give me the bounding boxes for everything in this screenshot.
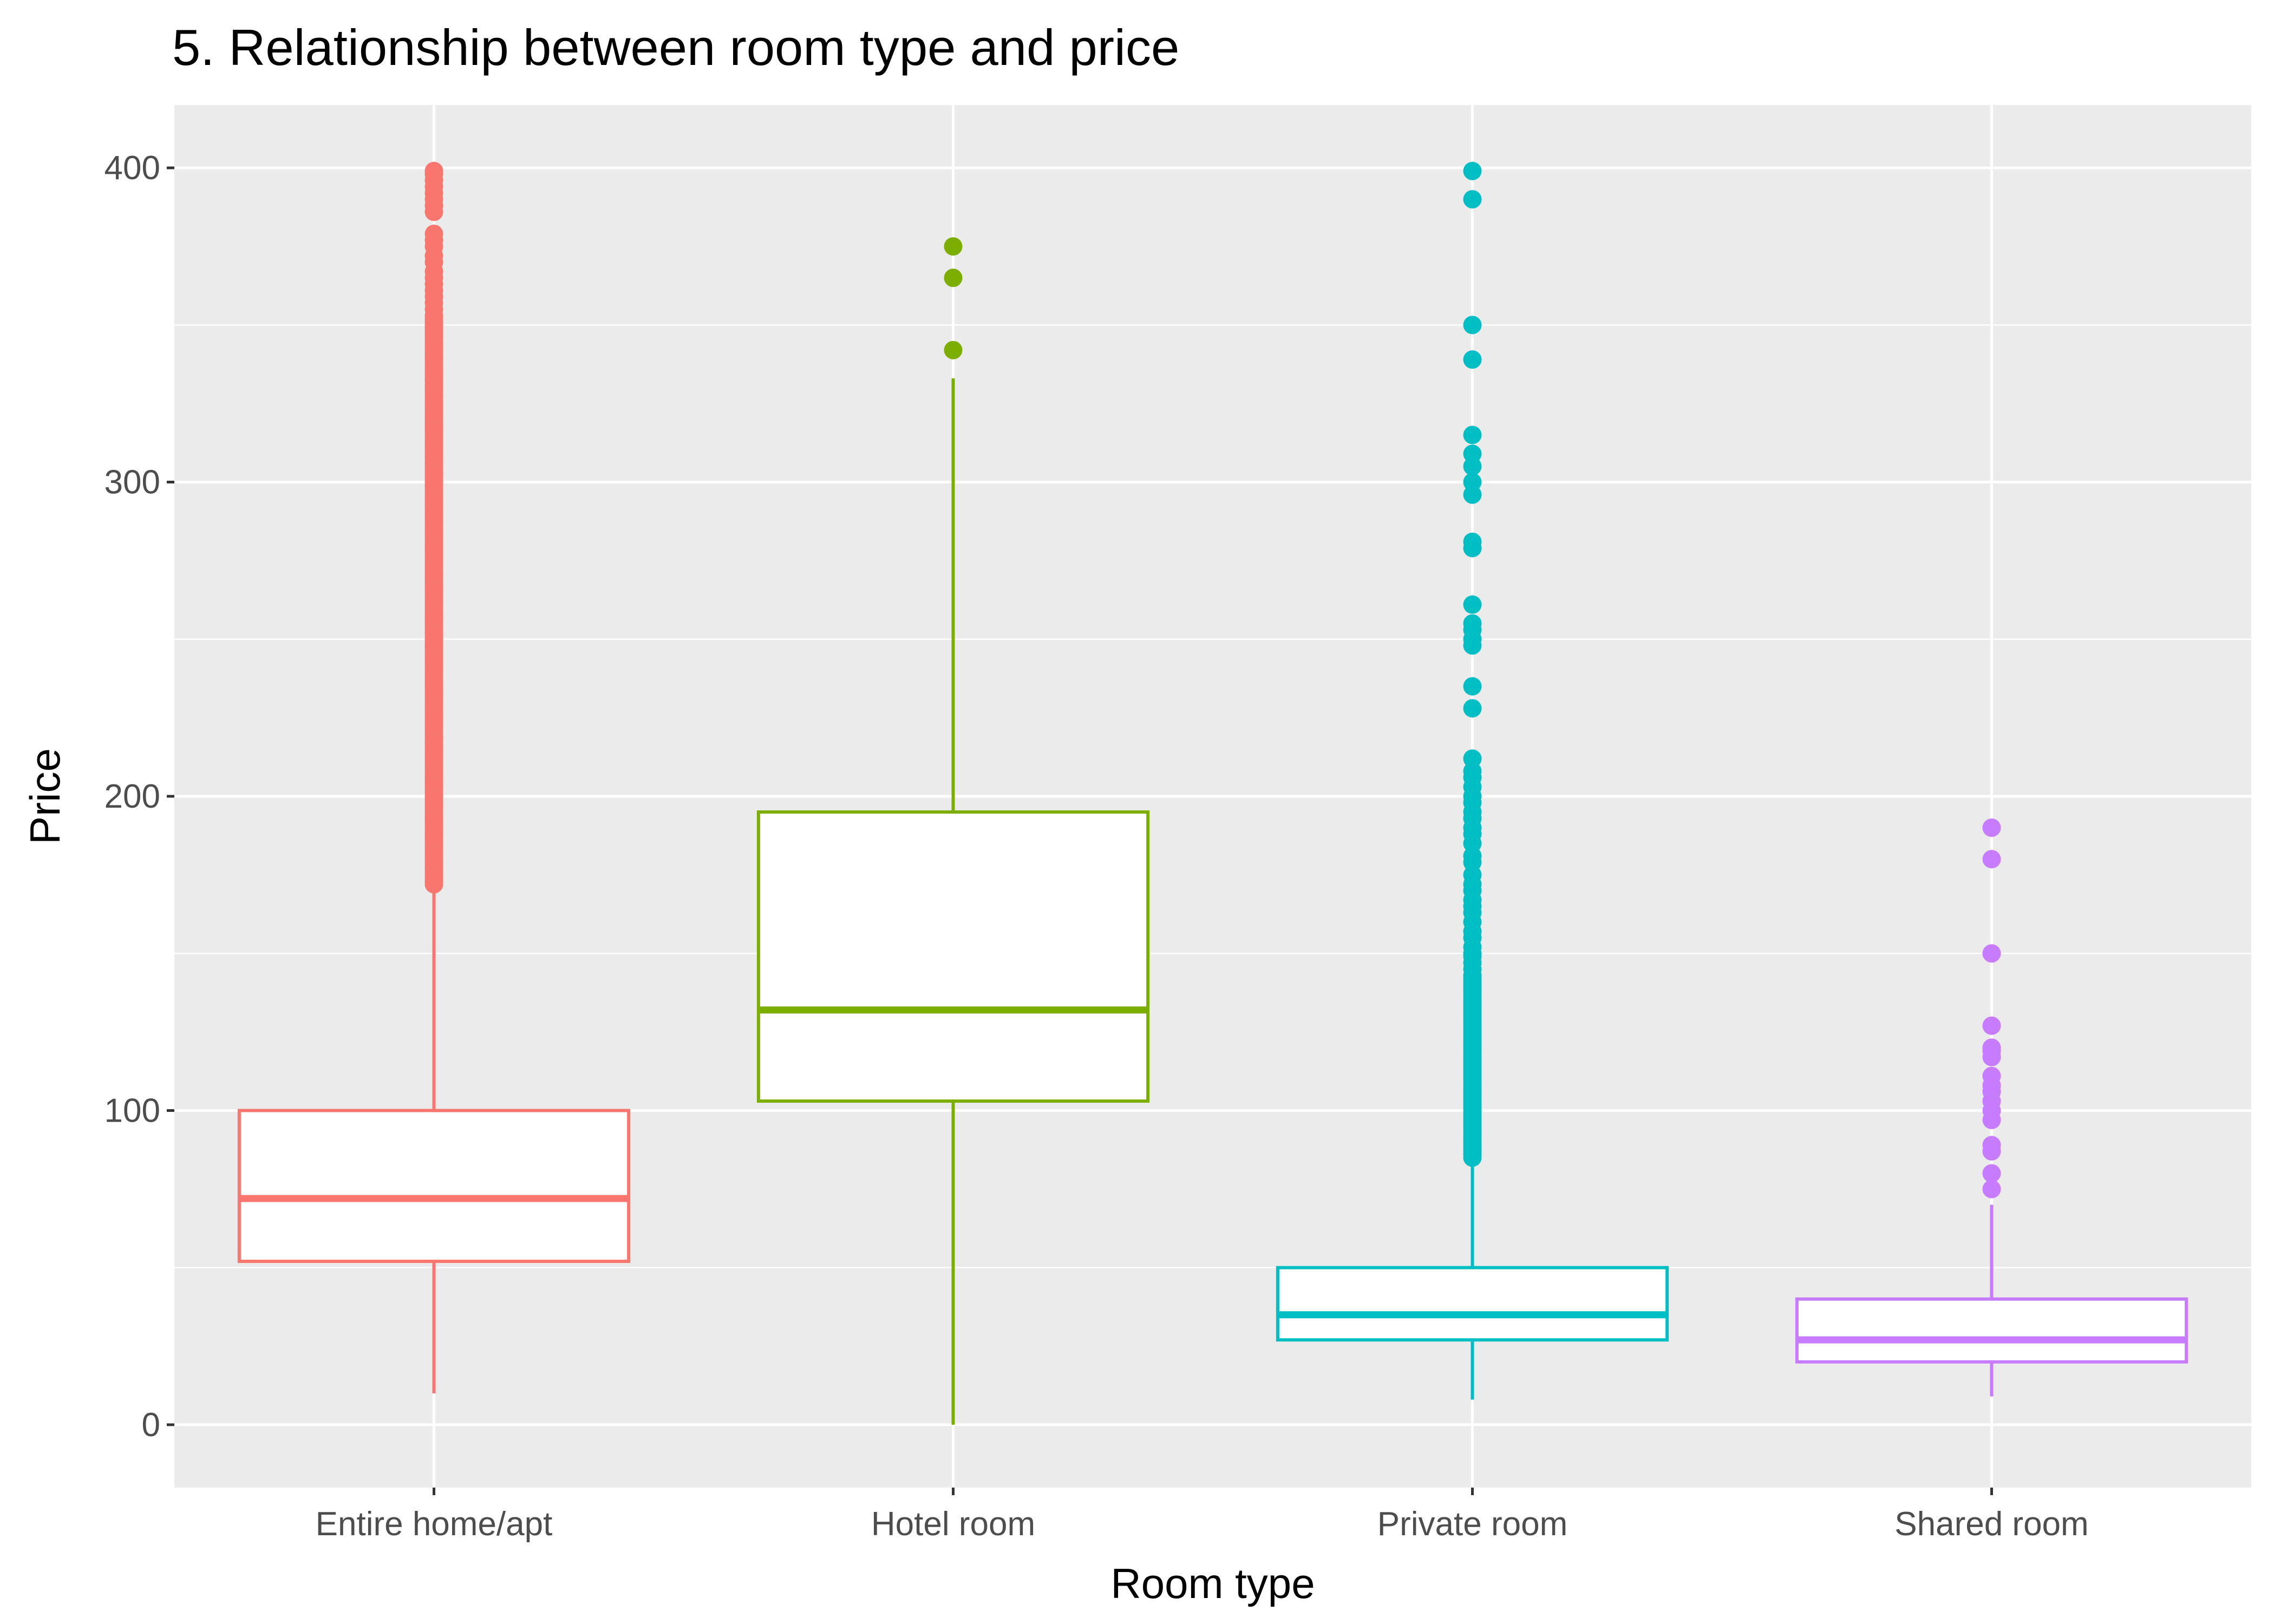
chart-title: 5. Relationship between room type and pr…	[172, 19, 1179, 76]
outlier-point	[1982, 818, 2001, 837]
outlier-point	[944, 237, 963, 256]
outlier-point	[1463, 190, 1482, 209]
box	[756, 810, 1150, 1103]
minor-gridlines	[174, 324, 2251, 1268]
x-tick-label: Hotel room	[871, 1505, 1035, 1543]
x-tick-label: Shared room	[1894, 1505, 2088, 1543]
box	[1795, 1297, 2188, 1364]
y-tick-label: 100	[104, 1092, 160, 1129]
outlier-point	[1982, 1164, 2001, 1183]
box	[237, 1109, 631, 1263]
y-tick-label: 200	[104, 778, 160, 815]
outlier-point	[1982, 1016, 2001, 1035]
outlier-point	[1463, 316, 1482, 335]
box-series	[237, 161, 2188, 1425]
outlier-point	[1463, 532, 1482, 551]
outlier-point	[1982, 1038, 2001, 1057]
outlier-point	[1463, 473, 1482, 492]
box-group	[756, 237, 1150, 1425]
outlier-point	[1463, 699, 1482, 718]
outlier-point	[944, 340, 963, 359]
box-group	[1276, 161, 1669, 1400]
y-tick-label: 300	[104, 464, 160, 501]
x-tick-label: Entire home/apt	[316, 1505, 553, 1543]
y-tick-label: 0	[142, 1406, 160, 1444]
outlier-point	[1463, 614, 1482, 633]
outlier-point	[1463, 749, 1482, 768]
box	[1276, 1266, 1669, 1342]
outlier-point	[1982, 1180, 2001, 1199]
outlier-point	[1982, 1066, 2001, 1085]
x-axis-title: Room type	[1110, 1560, 1315, 1607]
outlier-point	[1463, 425, 1482, 444]
outlier-point	[1982, 850, 2001, 869]
box-group	[1795, 818, 2188, 1397]
box-group	[237, 161, 631, 1393]
x-axis: Entire home/apt Hotel room Private room Sha…	[316, 1488, 2089, 1543]
y-axis: 0 100 200 300 400	[104, 149, 174, 1444]
outlier-point	[1982, 944, 2001, 963]
outlier-point	[1463, 595, 1482, 614]
outlier-point	[1463, 350, 1482, 369]
outlier-point	[1463, 444, 1482, 463]
y-tick-label: 400	[104, 149, 160, 187]
outlier-point	[1982, 1136, 2001, 1155]
outlier-point	[424, 161, 443, 180]
outlier-point	[944, 269, 963, 287]
x-tick-label: Private room	[1377, 1505, 1567, 1543]
y-axis-title: Price	[21, 748, 69, 844]
outlier-point	[1463, 677, 1482, 696]
outlier-point	[1463, 161, 1482, 180]
outlier-point	[424, 224, 443, 243]
